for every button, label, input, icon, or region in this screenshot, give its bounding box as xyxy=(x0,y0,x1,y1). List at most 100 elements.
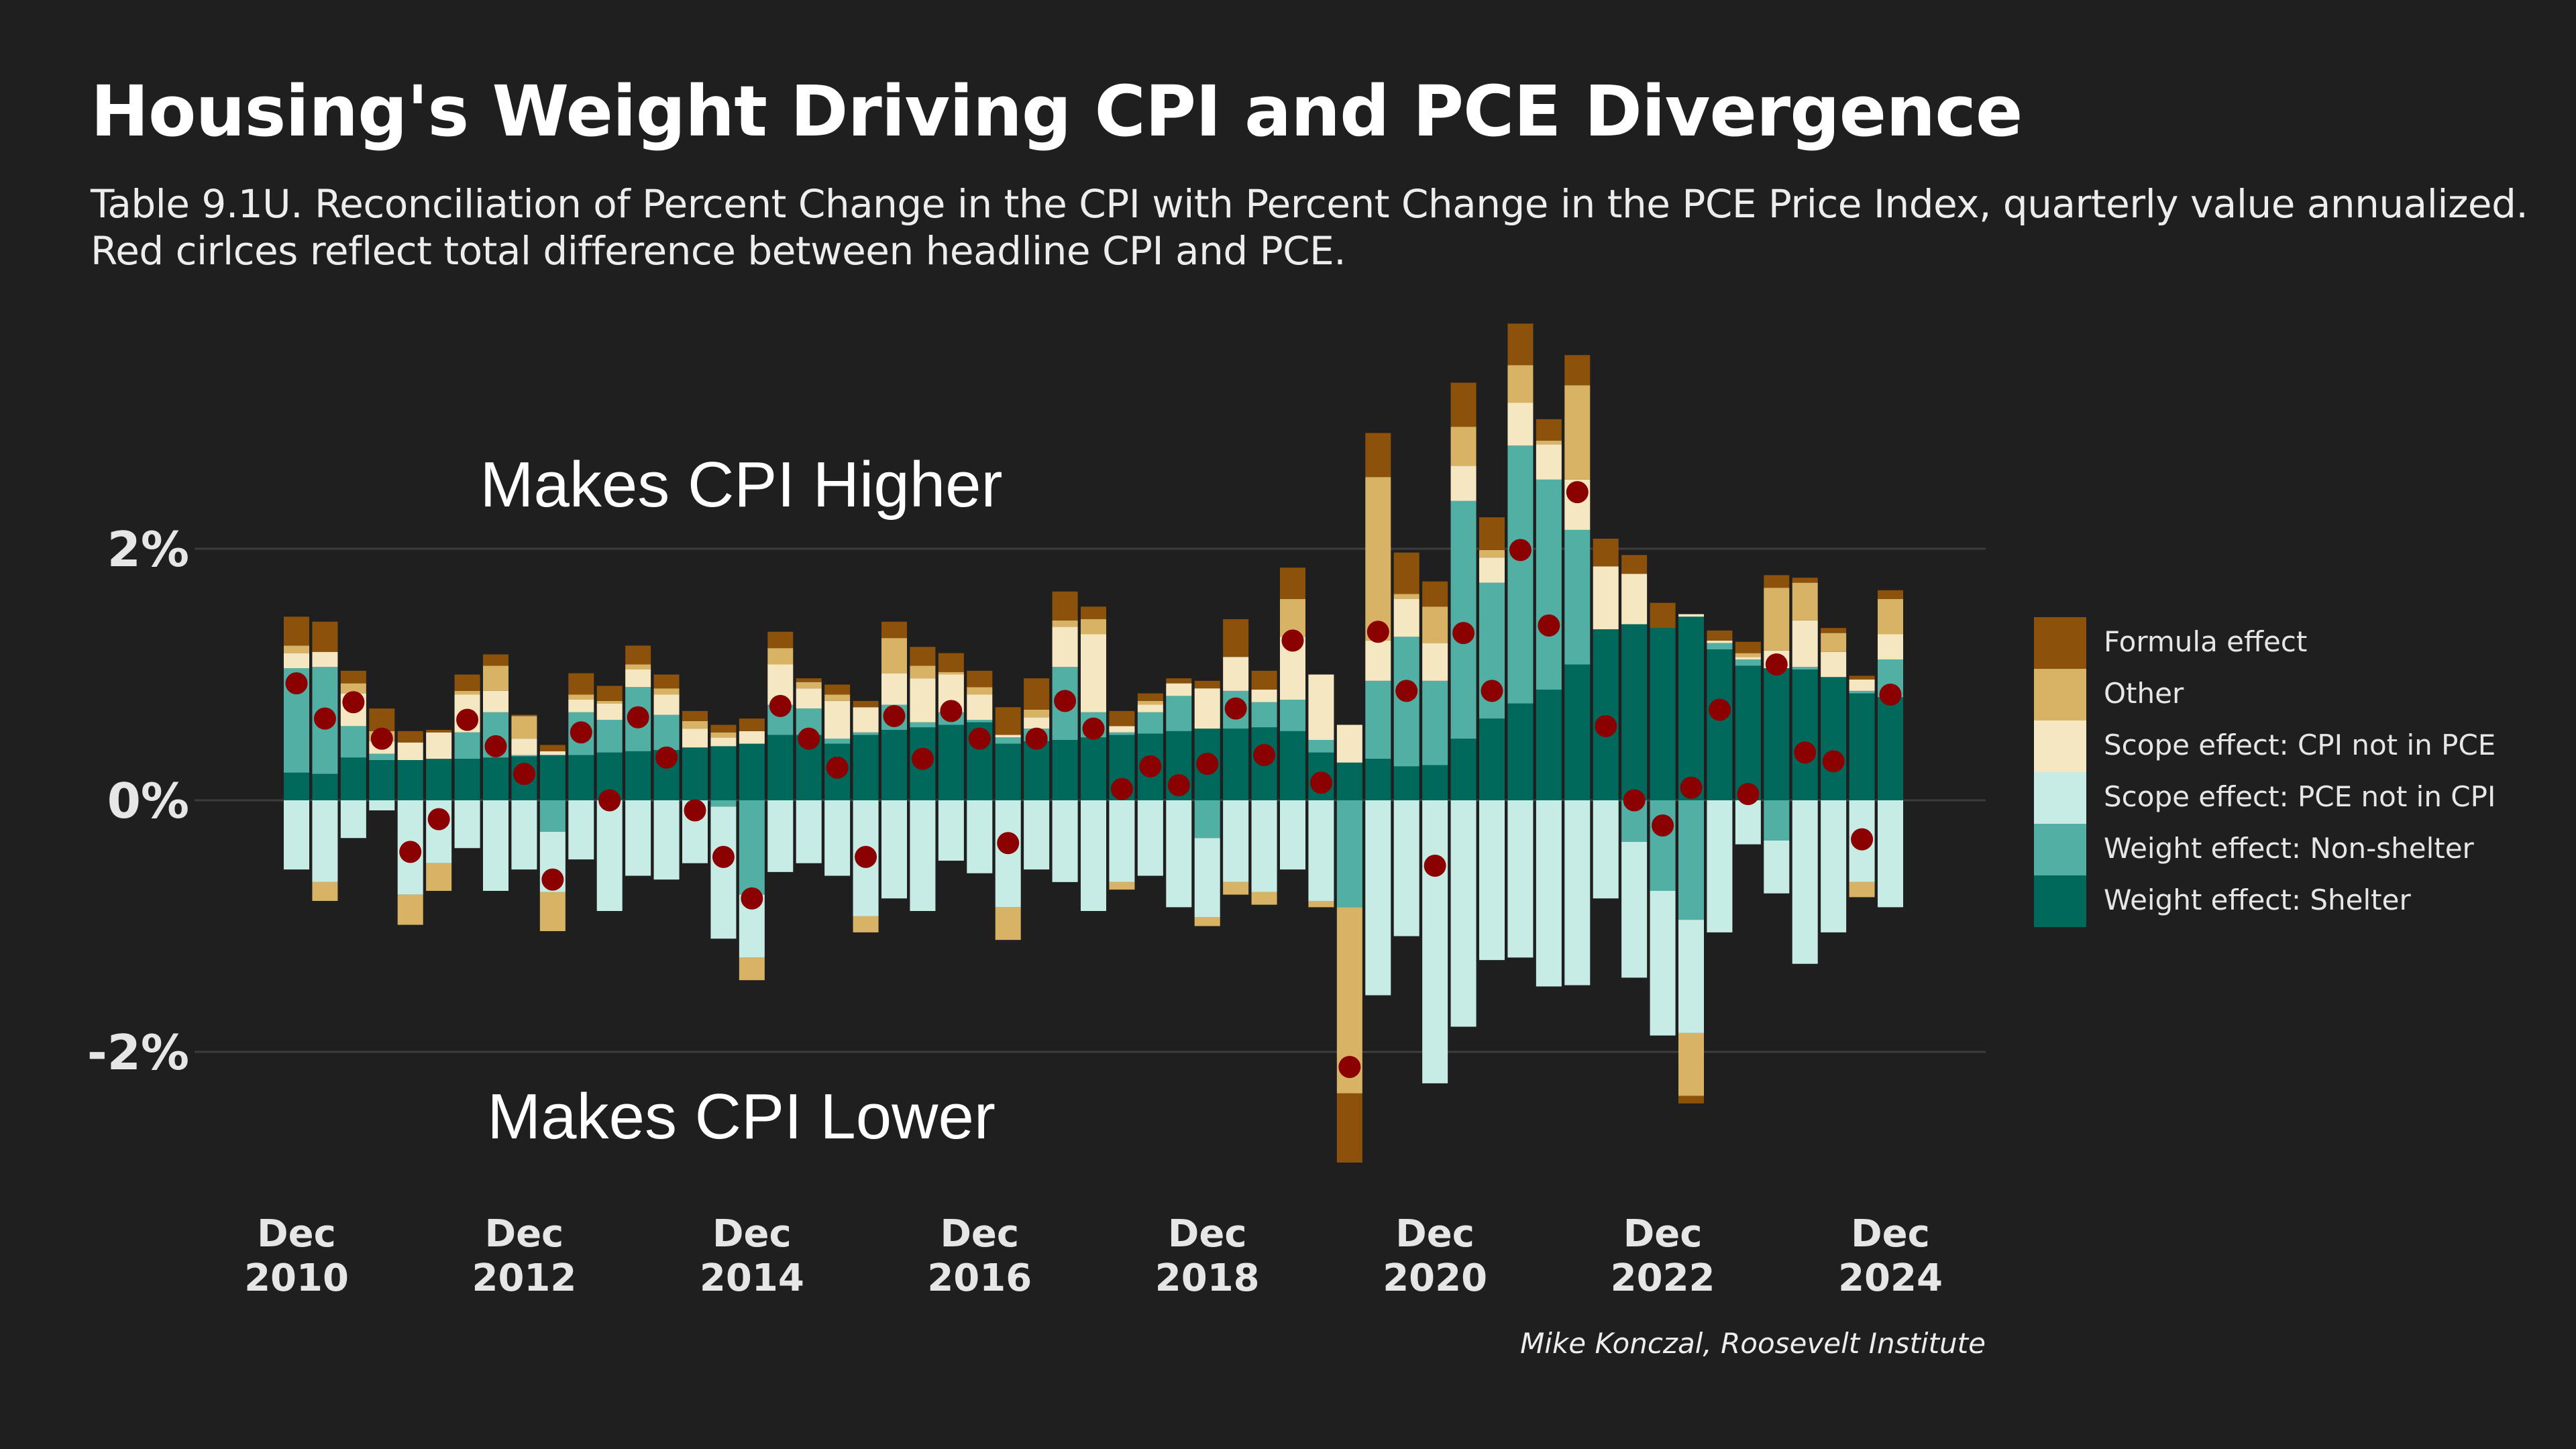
legend-label: Weight effect: Non-shelter xyxy=(2104,832,2474,865)
bar-segment-pce_not_cpi xyxy=(1081,800,1106,911)
total-difference-dot xyxy=(456,708,479,731)
bar-segment-pce_not_cpi xyxy=(1621,841,1648,978)
bar-segment-formula xyxy=(539,745,566,751)
bar-segment-other xyxy=(511,716,537,739)
bar-segment-shelter xyxy=(369,760,395,800)
bar-segment-shelter xyxy=(454,759,480,800)
bar-segment-formula xyxy=(910,647,936,666)
bar-segment-nonshelter xyxy=(340,726,366,758)
total-difference-dot xyxy=(911,747,934,770)
total-difference-dot xyxy=(684,799,706,822)
legend-label: Scope effect: PCE not in CPI xyxy=(2104,780,2496,813)
total-difference-dot xyxy=(1139,755,1162,777)
total-difference-dot xyxy=(1253,744,1276,766)
bar-segment-other xyxy=(1024,710,1050,718)
bar-segment-nonshelter xyxy=(1194,800,1220,839)
bar-segment-shelter xyxy=(739,743,765,800)
bar-segment-formula xyxy=(1393,552,1419,594)
total-difference-dot xyxy=(1737,783,1760,806)
bar-segment-formula xyxy=(596,686,623,701)
bar-segment-pce_not_cpi xyxy=(1137,800,1163,876)
bar-segment-pce_not_cpi xyxy=(312,800,338,882)
bar-segment-formula xyxy=(1735,641,1761,653)
legend-label: Formula effect xyxy=(2104,625,2308,658)
bar-segment-pce_not_cpi xyxy=(1821,800,1847,932)
bar-segment-cpi_not_pce xyxy=(1336,724,1362,763)
bar-segment-shelter xyxy=(1052,740,1078,800)
bar-segment-shelter xyxy=(1678,616,1704,800)
bar-segment-formula xyxy=(1336,1093,1362,1163)
total-difference-dot xyxy=(1623,789,1646,812)
bar-segment-formula xyxy=(1422,581,1448,607)
bar-segment-other xyxy=(1308,901,1334,908)
bar-segment-formula xyxy=(1593,539,1619,567)
bar-segment-formula xyxy=(1194,680,1220,689)
bar-segment-other xyxy=(312,881,338,901)
bar-segment-cpi_not_pce xyxy=(1792,620,1818,667)
bar-segment-other xyxy=(397,894,423,925)
bar-segment-cpi_not_pce xyxy=(1479,557,1505,583)
chart-title: Housing's Weight Driving CPI and PCE Div… xyxy=(91,70,2023,152)
bar-segment-nonshelter xyxy=(1707,643,1733,649)
bar-segment-cpi_not_pce xyxy=(682,729,708,748)
legend-swatch xyxy=(2034,669,2086,720)
bar-segment-other xyxy=(881,638,907,674)
x-tick-label: Dec xyxy=(1395,1212,1474,1256)
total-difference-dot xyxy=(1879,684,1902,706)
bar-segment-pce_not_cpi xyxy=(1365,800,1391,996)
bar-segment-nonshelter xyxy=(1536,479,1562,690)
bar-segment-formula xyxy=(1821,628,1847,633)
bar-segment-pce_not_cpi xyxy=(483,800,508,891)
bars xyxy=(284,323,1903,1163)
legend-label: Other xyxy=(2104,677,2184,710)
bar-segment-nonshelter xyxy=(1365,680,1391,759)
bar-segment-cpi_not_pce xyxy=(1166,683,1192,696)
x-tick-label: Dec xyxy=(1168,1212,1247,1256)
bar-segment-shelter xyxy=(710,746,737,800)
bar-segment-shelter xyxy=(1849,693,1875,800)
total-difference-dot xyxy=(1167,774,1190,796)
bar-segment-cpi_not_pce xyxy=(1450,466,1477,501)
bar-segment-other xyxy=(1536,440,1562,445)
bar-segment-cpi_not_pce xyxy=(284,653,309,669)
bar-segment-formula xyxy=(853,700,879,708)
bar-segment-other xyxy=(1422,606,1448,643)
bar-segment-other xyxy=(1081,619,1106,635)
bar-segment-other xyxy=(910,665,936,679)
bar-segment-nonshelter xyxy=(1251,702,1277,728)
bar-segment-cpi_not_pce xyxy=(910,678,936,722)
bar-segment-formula xyxy=(1109,710,1135,727)
bar-segment-formula xyxy=(710,724,737,733)
bar-segment-pce_not_cpi xyxy=(1308,800,1334,901)
bar-segment-nonshelter xyxy=(1678,800,1704,920)
bar-segment-shelter xyxy=(1336,762,1362,800)
bar-segment-nonshelter xyxy=(1650,800,1676,891)
bar-segment-other xyxy=(682,720,708,729)
bar-segment-formula xyxy=(739,718,765,731)
bar-segment-formula xyxy=(653,674,680,689)
bar-segment-other xyxy=(1137,700,1163,705)
total-difference-dot xyxy=(627,706,649,729)
bar-segment-other xyxy=(539,892,566,931)
bar-segment-shelter xyxy=(767,735,794,800)
bar-segment-formula xyxy=(1081,606,1106,619)
legend-swatch xyxy=(2034,824,2086,875)
bar-segment-cpi_not_pce xyxy=(710,737,737,747)
bar-segment-formula xyxy=(1650,602,1676,629)
total-difference-dot xyxy=(769,694,792,717)
bar-segment-cpi_not_pce xyxy=(511,739,537,755)
bar-segment-pce_not_cpi xyxy=(596,800,623,911)
bar-segment-nonshelter xyxy=(1507,445,1534,704)
bar-segment-cpi_not_pce xyxy=(824,700,851,739)
bar-segment-other xyxy=(653,688,680,695)
total-difference-dot xyxy=(1054,690,1077,712)
bar-segment-cpi_not_pce xyxy=(1393,599,1419,637)
total-difference-dot xyxy=(1765,653,1788,676)
bar-segment-formula xyxy=(1764,575,1790,588)
bar-segment-nonshelter xyxy=(539,800,566,832)
total-difference-dot xyxy=(598,789,621,812)
bar-segment-shelter xyxy=(1024,741,1050,800)
bar-segment-formula xyxy=(483,654,508,666)
total-difference-dot xyxy=(484,735,507,757)
bar-segment-cpi_not_pce xyxy=(967,694,993,720)
